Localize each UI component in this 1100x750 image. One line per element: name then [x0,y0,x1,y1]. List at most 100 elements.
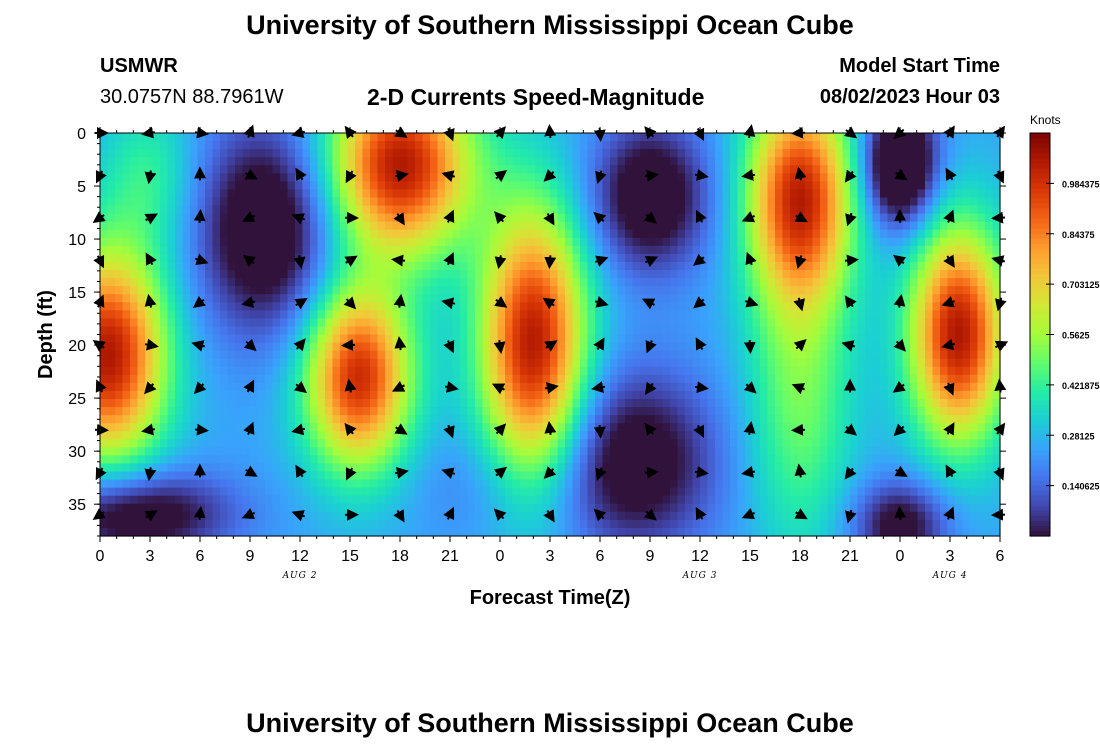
heatmap-cell [572,423,581,432]
heatmap-cell [640,350,649,360]
heatmap-cell [775,398,784,408]
heatmap-cell [602,237,611,247]
heatmap-cell [640,261,649,271]
heatmap-cell [662,350,671,360]
heatmap-cell [212,390,221,400]
heatmap-cell [805,294,814,303]
heatmap-cell [437,278,446,287]
heatmap-cell [160,423,169,432]
heatmap-cell [430,286,439,295]
heatmap-cell [730,189,739,199]
heatmap-cell [647,326,656,336]
heatmap-cell [445,334,454,344]
heatmap-cell [482,390,491,400]
heatmap-cell [827,141,836,150]
heatmap-cell [662,149,671,158]
heatmap-cell [595,519,604,529]
heatmap-cell [662,133,671,142]
heatmap-cell [295,495,304,505]
heatmap-cell [437,205,446,215]
heatmap-cell [362,253,371,263]
heatmap-cell [167,431,176,440]
heatmap-cell [587,358,596,368]
heatmap-cell [482,261,491,271]
heatmap-cell [452,318,461,328]
heatmap-cell [370,342,379,352]
heatmap-cell [467,221,476,231]
heatmap-cell [842,447,851,456]
heatmap-cell [445,181,454,191]
heatmap-cell [700,302,709,311]
heatmap-cell [677,407,686,416]
heatmap-cell [257,221,266,231]
heatmap-cell [767,261,776,271]
heatmap-cell [707,423,716,432]
heatmap-cell [415,342,424,352]
heatmap-cell [730,447,739,456]
heatmap-cell [790,318,799,328]
heatmap-cell [677,270,686,279]
heatmap-cell [587,431,596,440]
heatmap-cell [572,302,581,311]
heatmap-cell [617,261,626,271]
heatmap-cell [407,229,416,239]
heatmap-cell [595,221,604,231]
heatmap-cell [332,133,341,142]
heatmap-cell [835,407,844,416]
heatmap-cell [602,479,611,489]
heatmap-cell [422,398,431,408]
heatmap-cell [520,213,529,223]
heatmap-cell [137,398,146,408]
heatmap-cell [407,398,416,408]
heatmap-cell [737,503,746,513]
heatmap-cell [670,310,679,319]
heatmap-cell [182,270,191,279]
heatmap-cell [265,173,274,182]
heatmap-cell [700,487,709,497]
heatmap-cell [325,157,334,166]
heatmap-cell [670,382,679,392]
heatmap-cell [340,270,349,279]
heatmap-cell [670,149,679,158]
heatmap-cell [295,374,304,384]
heatmap-cell [820,495,829,505]
heatmap-cell [182,334,191,344]
heatmap-cell [505,278,514,287]
heatmap-cell [527,302,536,311]
heatmap-cell [287,471,296,481]
heatmap-cell [452,415,461,424]
heatmap-cell [452,270,461,279]
heatmap-cell [767,229,776,239]
heatmap-cell [265,495,274,505]
heatmap-cell [745,149,754,158]
heatmap-cell [107,157,116,166]
heatmap-cell [467,374,476,384]
heatmap-cell [235,398,244,408]
heatmap-cell [790,278,799,287]
heatmap-cell [707,318,716,328]
heatmap-cell [685,527,694,537]
heatmap-cell [317,423,326,432]
heatmap-cell [835,431,844,440]
heatmap-cell [625,463,634,473]
heatmap-cell [662,527,671,537]
heatmap-cell [422,471,431,481]
heatmap-cell [580,229,589,239]
heatmap-cell [595,495,604,505]
heatmap-cell [685,261,694,271]
heatmap-cell [782,398,791,408]
heatmap-cell [407,334,416,344]
heatmap-cell [265,342,274,352]
heatmap-cell [250,261,259,271]
heatmap-cell [242,181,251,191]
heatmap-cell [302,455,311,465]
heatmap-cell [580,189,589,199]
heatmap-cell [782,326,791,336]
heatmap-cell [655,527,664,537]
heatmap-cell [790,527,799,537]
heatmap-cell [437,157,446,166]
heatmap-cell [790,189,799,199]
heatmap-cell [475,390,484,400]
heatmap-cell [415,133,424,142]
heatmap-cell [122,487,131,497]
